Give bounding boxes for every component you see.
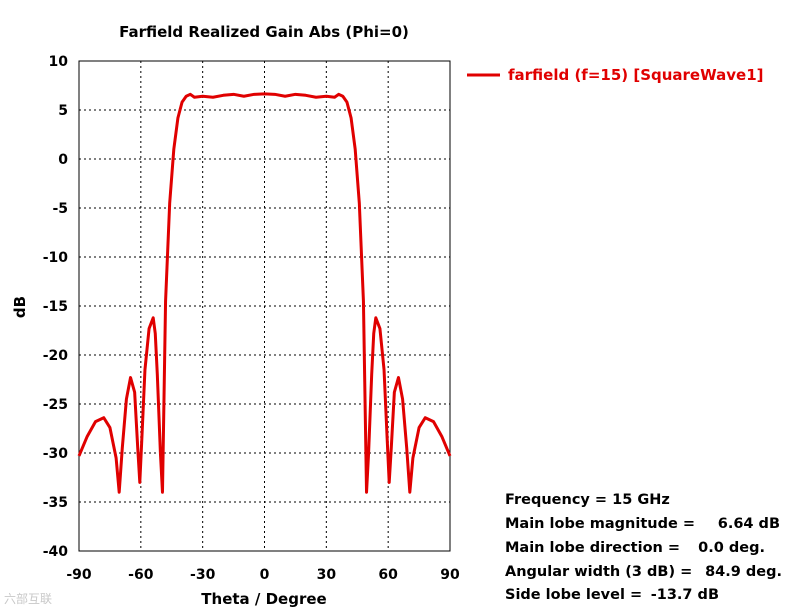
y-tick-label: -35 — [43, 495, 68, 511]
x-tick-label: 0 — [260, 567, 270, 583]
plot-frame — [78, 60, 451, 552]
x-tick-label: 60 — [378, 567, 398, 583]
info-side-lobe-value: -13.7 dB — [651, 587, 719, 603]
info-main-lobe-direction-label: Main lobe direction = — [505, 540, 680, 556]
x-tick-label: -30 — [190, 567, 216, 583]
y-tick-labels: 10 5 0 -5 -10 -15 -20 -25 -30 -35 -40 — [43, 54, 69, 560]
y-tick-label: -5 — [52, 201, 68, 217]
info-main-lobe-magnitude-label: Main lobe magnitude = — [505, 516, 695, 532]
y-axis-label: dB — [11, 296, 29, 318]
x-tick-label: -90 — [66, 567, 92, 583]
info-main-lobe-magnitude-value: 6.64 dB — [718, 516, 780, 532]
y-tick-label: -15 — [43, 299, 68, 315]
y-tick-label: -20 — [43, 348, 69, 364]
y-tick-label: 5 — [58, 103, 68, 119]
y-tick-label: -30 — [43, 446, 69, 462]
series-layer — [77, 92, 452, 494]
y-tick-label: 10 — [49, 54, 69, 70]
x-tick-label: 30 — [317, 567, 337, 583]
legend-label: farfield (f=15) [SquareWave1] — [508, 66, 763, 84]
y-tick-label: 0 — [58, 152, 68, 168]
grid — [79, 61, 450, 551]
watermark: 六部互联 — [4, 592, 53, 606]
legend: farfield (f=15) [SquareWave1] — [467, 66, 763, 84]
chart-title: Farfield Realized Gain Abs (Phi=0) — [119, 23, 409, 41]
info-main-lobe-direction-value: 0.0 deg. — [698, 540, 765, 556]
info-box: Frequency = 15 GHz Main lobe magnitude =… — [505, 492, 782, 603]
y-tick-label: -40 — [43, 544, 69, 560]
info-angular-width-label: Angular width (3 dB) = — [505, 564, 692, 580]
info-frequency: Frequency = 15 GHz — [505, 492, 670, 508]
series-line — [77, 92, 452, 494]
x-tick-label: -60 — [128, 567, 154, 583]
x-axis-label: Theta / Degree — [201, 590, 326, 608]
x-tick-label: 90 — [440, 567, 460, 583]
x-tick-labels: -90 -60 -30 0 30 60 90 — [66, 567, 460, 583]
info-side-lobe-label: Side lobe level = — [505, 587, 642, 603]
y-tick-label: -10 — [43, 250, 69, 266]
info-angular-width-value: 84.9 deg. — [705, 564, 782, 580]
y-tick-label: -25 — [43, 397, 68, 413]
